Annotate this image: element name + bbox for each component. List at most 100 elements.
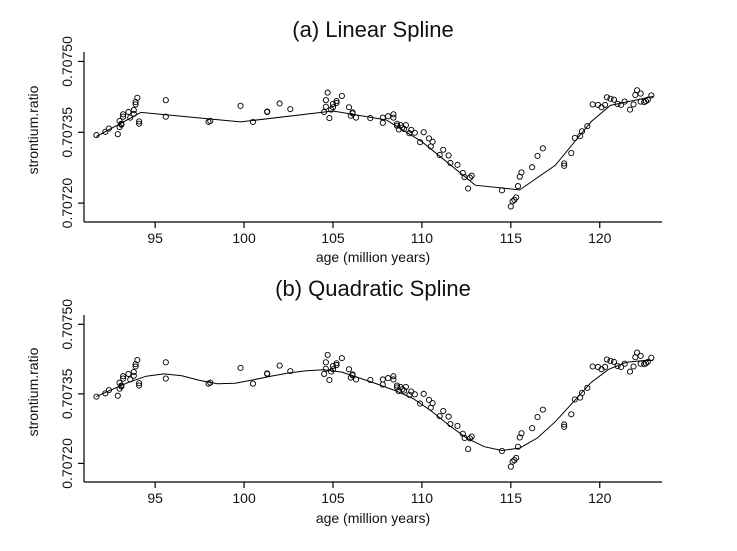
data-point	[162, 97, 169, 104]
data-point	[333, 98, 340, 105]
data-point	[322, 359, 329, 366]
x-tick-label: 105	[321, 230, 345, 246]
data-point	[134, 94, 141, 101]
data-point	[465, 185, 472, 192]
fit-line	[96, 360, 654, 452]
data-point	[390, 373, 397, 380]
data-point	[534, 414, 541, 421]
data-point	[402, 122, 409, 129]
data-point	[130, 372, 137, 379]
data-point	[411, 129, 418, 136]
data-point	[333, 360, 340, 367]
data-point	[324, 89, 331, 96]
data-point	[429, 400, 436, 407]
data-point	[93, 393, 100, 400]
data-point	[249, 380, 257, 387]
data-point	[637, 90, 644, 97]
x-tick-label: 100	[232, 490, 256, 506]
data-point	[602, 101, 609, 108]
data-point	[326, 115, 333, 122]
data-point	[630, 363, 637, 370]
data-point	[329, 104, 337, 111]
data-point	[436, 151, 443, 158]
data-point	[120, 373, 127, 380]
data-point	[602, 363, 609, 371]
data-point	[568, 150, 575, 157]
data-point	[114, 131, 121, 138]
data-point	[578, 389, 586, 396]
y-tick-label: 0.70735	[59, 107, 75, 158]
data-point	[136, 382, 143, 389]
data-point	[630, 101, 637, 108]
data-point	[237, 364, 244, 371]
data-point	[561, 423, 568, 430]
data-point	[589, 101, 596, 108]
data-point	[326, 376, 333, 383]
fit-line-group	[96, 360, 654, 452]
data-point	[287, 106, 294, 113]
plot-frame	[83, 315, 662, 483]
data-point	[610, 358, 618, 365]
x-axis: 95 100 105 110 115 120	[147, 482, 612, 506]
data-point	[401, 387, 408, 394]
x-tick-label: 115	[500, 230, 523, 246]
data-point	[367, 376, 374, 383]
fit-line	[96, 95, 654, 191]
data-point	[589, 363, 596, 370]
data-point	[322, 365, 329, 372]
data-point	[338, 92, 345, 99]
data-point	[385, 113, 392, 120]
data-point	[321, 370, 328, 377]
data-point	[120, 375, 127, 382]
data-point	[345, 104, 353, 111]
data-point	[642, 98, 650, 105]
data-point	[440, 146, 447, 153]
data-point	[329, 366, 337, 373]
data-point	[518, 169, 525, 176]
data-point	[539, 406, 546, 413]
chart-title: (a) Linear Spline	[292, 17, 453, 42]
data-point	[644, 358, 651, 365]
data-point	[468, 172, 475, 179]
data-point	[379, 376, 386, 383]
data-point	[561, 421, 568, 428]
data-point	[207, 117, 214, 124]
data-point	[618, 101, 625, 108]
x-tick-label: 120	[588, 490, 612, 506]
data-point	[162, 375, 169, 382]
data-point	[120, 113, 127, 120]
data-point	[345, 366, 353, 373]
data-point	[114, 392, 121, 399]
data-point	[539, 145, 546, 152]
data-point	[130, 107, 137, 114]
data-point	[425, 396, 433, 403]
data-point	[353, 114, 360, 121]
data-point	[393, 384, 401, 391]
y-tick-label: 0.70750	[59, 299, 75, 350]
data-point	[393, 382, 401, 389]
x-tick-label: 100	[232, 230, 256, 246]
data-point	[287, 368, 294, 375]
data-point	[637, 352, 644, 359]
chart-title: (b) Quadratic Spline	[275, 276, 471, 301]
data-point	[390, 376, 397, 383]
data-point	[411, 391, 418, 398]
data-point	[518, 430, 525, 437]
data-point	[322, 97, 329, 104]
x-tick-label: 95	[147, 230, 163, 246]
data-point	[264, 370, 271, 377]
x-tick-label: 95	[147, 490, 163, 506]
plot-frame	[83, 52, 662, 223]
x-tick-label: 120	[588, 230, 612, 246]
data-point	[276, 100, 283, 107]
data-point	[454, 422, 461, 429]
data-point	[568, 411, 575, 418]
x-tick-label: 110	[411, 490, 434, 506]
data-point	[264, 108, 271, 115]
data-point	[514, 443, 521, 450]
data-point	[393, 122, 401, 129]
data-point	[445, 152, 452, 159]
data-point	[584, 123, 591, 130]
data-point	[571, 396, 578, 403]
